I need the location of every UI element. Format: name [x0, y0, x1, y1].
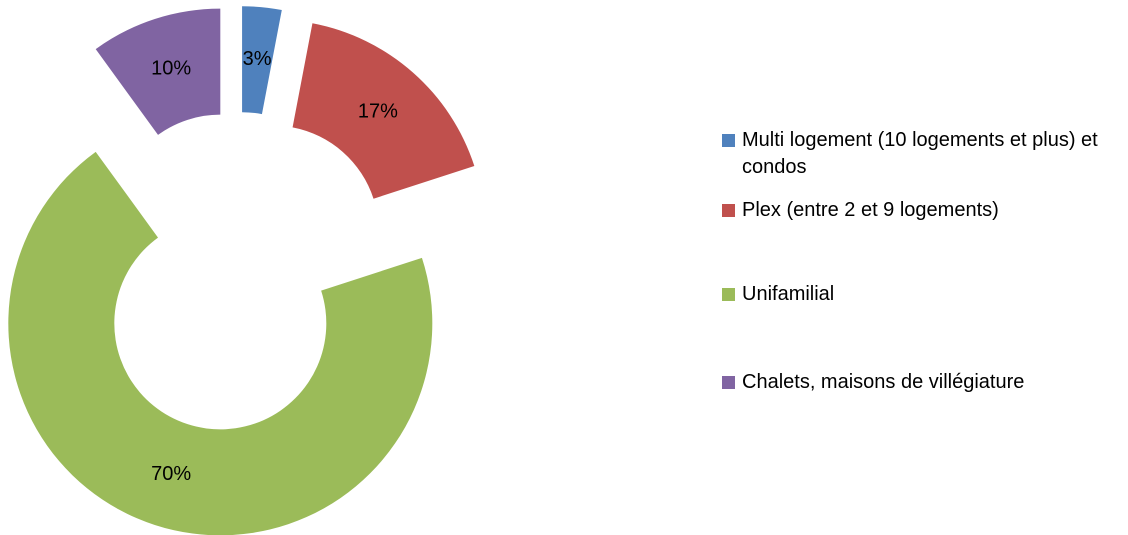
- donut-segment: [292, 23, 475, 199]
- legend-item: Multi logement (10 logements et plus) et…: [720, 127, 1120, 181]
- legend-item: Chalets, maisons de villégiature: [720, 369, 1120, 396]
- legend-label: Multi logement (10 logements et plus) et…: [742, 129, 1098, 178]
- legend-swatch: [722, 134, 735, 147]
- legend-swatch: [722, 376, 735, 389]
- donut-segment: [242, 6, 282, 115]
- legend-swatch: [722, 204, 735, 217]
- legend-item: Unifamilial: [720, 281, 1120, 308]
- donut-segment: [95, 8, 221, 135]
- data-label: 10%: [151, 58, 191, 80]
- data-label: 70%: [151, 463, 191, 485]
- legend-label: Plex (entre 2 et 9 logements): [742, 199, 999, 221]
- chart: 3% 17% 70% 10%: [8, 6, 475, 535]
- legend-item: Plex (entre 2 et 9 logements): [720, 197, 1120, 224]
- legend-label: Unifamilial: [742, 283, 835, 305]
- donut-segment: [8, 151, 433, 535]
- legend-swatch: [722, 288, 735, 301]
- legend-label: Chalets, maisons de villégiature: [742, 371, 1025, 393]
- data-label: 17%: [358, 101, 398, 123]
- data-label: 3%: [243, 48, 272, 70]
